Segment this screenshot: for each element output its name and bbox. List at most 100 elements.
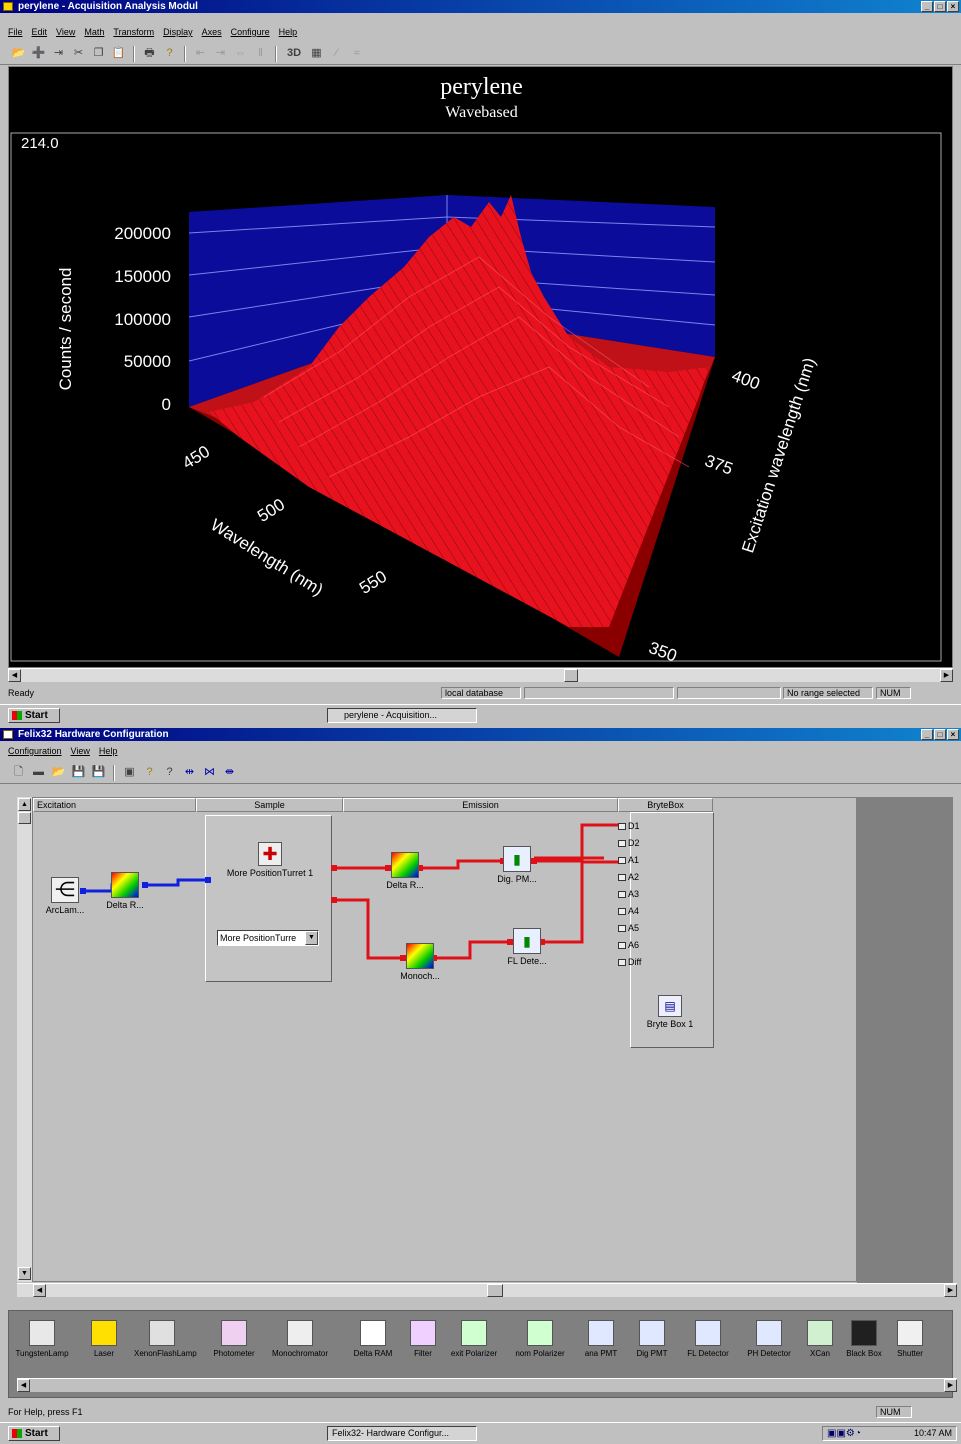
zoom-left-icon[interactable]: ⇤ xyxy=(195,47,206,59)
paste-icon[interactable]: 📋 xyxy=(111,47,126,59)
palette-ph-detector[interactable]: PH Detector xyxy=(741,1316,797,1358)
menu-math[interactable]: Math xyxy=(84,27,105,37)
component-dig-pmt[interactable]: ▮ Dig. PM... xyxy=(492,846,542,884)
cut-icon[interactable]: ✂ xyxy=(73,47,84,59)
component-delta-ram-ex[interactable]: Delta R... xyxy=(100,872,150,910)
palette-monochromator[interactable]: Monochromator xyxy=(272,1316,328,1358)
plot-area[interactable]: 200000 150000 100000 50000 0 Counts / se… xyxy=(8,66,953,668)
component-brytebox[interactable]: ▤ Bryte Box 1 xyxy=(640,995,700,1029)
palette-black-box[interactable]: Black Box xyxy=(836,1316,892,1358)
menu-help[interactable]: Help xyxy=(278,27,298,37)
palette-shutter[interactable]: Shutter xyxy=(882,1316,938,1358)
scroll-up-icon[interactable]: ▲ xyxy=(18,798,31,811)
menu-help[interactable]: Help xyxy=(98,746,118,756)
zoom-right-icon[interactable]: ⇥ xyxy=(215,47,226,59)
context-help-icon[interactable]: ? xyxy=(166,766,173,778)
config-canvas[interactable] xyxy=(17,797,857,1282)
task-item-perylene[interactable]: perylene - Acquisition... xyxy=(327,708,477,723)
scroll-thumb[interactable] xyxy=(487,1284,503,1297)
zoom-full-icon[interactable]: ⇔ xyxy=(235,47,246,59)
close-button[interactable]: × xyxy=(947,1,959,12)
menu-view[interactable]: View xyxy=(56,27,76,37)
task-item-felix[interactable]: Felix32- Hardware Configur... xyxy=(327,1426,477,1441)
start-button[interactable]: Start xyxy=(8,1426,60,1441)
minimize-button[interactable]: _ xyxy=(921,1,933,12)
palette-ana-pmt[interactable]: ana PMT xyxy=(573,1316,629,1358)
menu-file[interactable]: File xyxy=(8,27,23,37)
maximize-button[interactable]: □ xyxy=(934,1,946,12)
baseline-icon[interactable]: ≈ xyxy=(353,47,360,59)
palette-delta-ram[interactable]: Delta RAM xyxy=(345,1316,401,1358)
new-trace-icon[interactable]: ➕ xyxy=(31,47,46,59)
tray-icons[interactable]: ▣▣⚙◔ xyxy=(827,1428,861,1439)
port-a6[interactable]: A6 xyxy=(618,940,639,951)
component-arc-lamp[interactable]: ⋲ ArcLam... xyxy=(40,877,90,915)
save-icon[interactable]: 💾 xyxy=(71,766,86,778)
port-a1[interactable]: A1 xyxy=(618,855,639,866)
save-all-icon[interactable]: 💾 xyxy=(91,766,106,778)
turret-select[interactable]: More PositionTurre ▼ xyxy=(217,930,319,946)
component-monochromator[interactable]: Monoch... xyxy=(395,943,445,981)
link-icon[interactable]: ⇼ xyxy=(224,766,235,778)
scroll-right-icon[interactable]: ▶ xyxy=(940,669,953,682)
maximize-button[interactable]: □ xyxy=(934,729,946,740)
menu-edit[interactable]: Edit xyxy=(31,27,48,37)
view-3d-button[interactable]: 3D xyxy=(286,47,302,59)
help-icon[interactable]: ? xyxy=(166,47,173,59)
print-icon[interactable]: 🖶 xyxy=(144,47,155,59)
menu-axes[interactable]: Axes xyxy=(201,27,222,37)
minus-icon[interactable]: ▬ xyxy=(33,766,44,778)
device-icon[interactable]: ▣ xyxy=(124,766,135,778)
port-d1[interactable]: D1 xyxy=(618,821,640,832)
start-button[interactable]: Start xyxy=(8,708,60,723)
menu-display[interactable]: Display xyxy=(163,27,193,37)
disconnect-icon[interactable]: ⋈ xyxy=(204,766,215,778)
port-a4[interactable]: A4 xyxy=(618,906,639,917)
connect-icon[interactable]: ⇹ xyxy=(184,766,195,778)
scroll-left-icon[interactable]: ◀ xyxy=(17,1379,30,1392)
top-window-titlebar[interactable]: perylene - Acquisition Analysis Modul _ … xyxy=(0,0,961,13)
scroll-thumb[interactable] xyxy=(18,812,31,824)
menu-configure[interactable]: Configure xyxy=(230,27,270,37)
config-hscrollbar[interactable]: ◀ ▶ xyxy=(17,1283,957,1297)
scroll-thumb[interactable] xyxy=(564,669,578,682)
scroll-right-icon[interactable]: ▶ xyxy=(944,1284,957,1297)
port-diff[interactable]: Diff xyxy=(618,957,641,968)
palette-scrollbar[interactable]: ◀ ▶ xyxy=(17,1378,957,1392)
palette-laser[interactable]: Laser xyxy=(76,1316,132,1358)
open-icon[interactable]: 📂 xyxy=(11,47,26,59)
open-icon[interactable]: 📂 xyxy=(51,766,66,778)
palette-exit-polarizer[interactable]: exit Polarizer xyxy=(446,1316,502,1358)
chevron-down-icon[interactable]: ▼ xyxy=(305,931,318,945)
palette-tungstenlamp[interactable]: TungstenLamp xyxy=(14,1316,70,1358)
port-a3[interactable]: A3 xyxy=(618,889,639,900)
component-fl-detector[interactable]: ▮ FL Dete... xyxy=(502,928,552,966)
port-a5[interactable]: A5 xyxy=(618,923,639,934)
menu-view[interactable]: View xyxy=(70,746,90,756)
insert-icon[interactable]: ⇥ xyxy=(53,47,64,59)
port-d2[interactable]: D2 xyxy=(618,838,640,849)
scroll-left-icon[interactable]: ◀ xyxy=(33,1284,46,1297)
copy-icon[interactable]: ❐ xyxy=(93,47,104,59)
menu-configuration[interactable]: Configuration xyxy=(8,746,62,756)
grid-icon[interactable]: ▦ xyxy=(311,47,322,59)
top-hscrollbar[interactable]: ◀ ▶ xyxy=(8,668,953,682)
palette-filter[interactable]: Filter xyxy=(395,1316,451,1358)
component-delta-ram-em[interactable]: Delta R... xyxy=(380,852,430,890)
scroll-right-icon[interactable]: ▶ xyxy=(944,1379,957,1392)
menu-transform[interactable]: Transform xyxy=(113,27,155,37)
palette-xenonflashlamp[interactable]: XenonFlashLamp xyxy=(134,1316,197,1358)
bottom-window-titlebar[interactable]: Felix32 Hardware Configuration _ □ × xyxy=(0,728,961,741)
scroll-left-icon[interactable]: ◀ xyxy=(8,669,21,682)
scroll-down-icon[interactable]: ▼ xyxy=(18,1267,31,1280)
help-icon[interactable]: ? xyxy=(146,766,153,778)
new-icon[interactable]: 🗋 xyxy=(14,766,23,778)
pause-icon[interactable]: ‖ xyxy=(258,47,263,59)
palette-xcan[interactable]: XCan xyxy=(792,1316,848,1358)
slope-icon[interactable]: ⁄ xyxy=(335,47,338,59)
port-a2[interactable]: A2 xyxy=(618,872,639,883)
palette-nom-polarizer[interactable]: nom Polarizer xyxy=(512,1316,568,1358)
minimize-button[interactable]: _ xyxy=(921,729,933,740)
close-button[interactable]: × xyxy=(947,729,959,740)
config-vscrollbar[interactable]: ▲ ▼ xyxy=(17,797,33,1282)
